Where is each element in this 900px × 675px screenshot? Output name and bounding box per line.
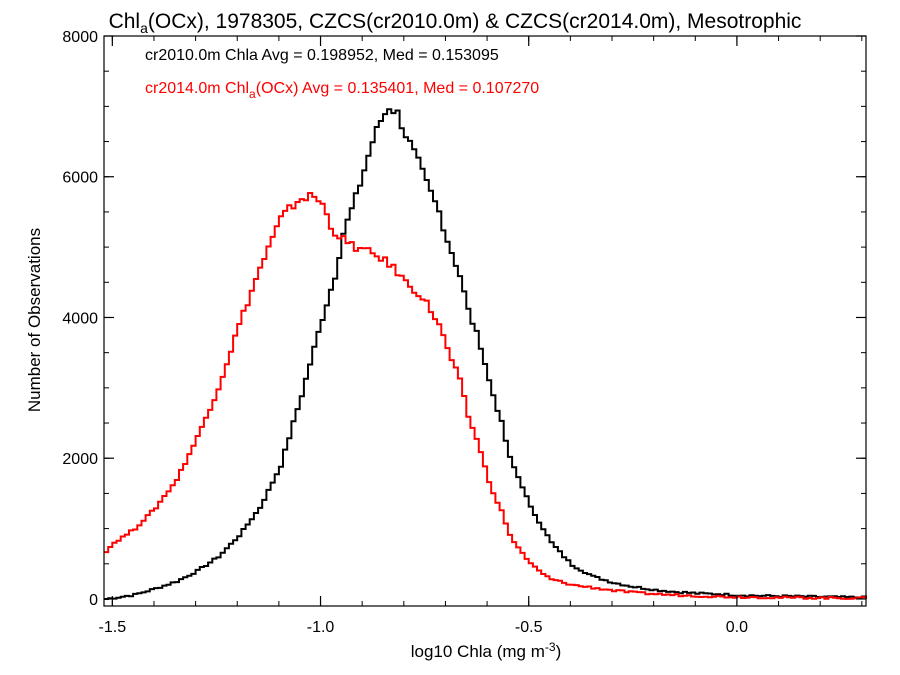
plot-frame [103, 35, 867, 607]
y-tick-label-4: 8000 [62, 29, 98, 46]
legend-red-prefix: cr2014.0m Chl [145, 80, 249, 97]
series-line-0 [104, 108, 867, 600]
y-tick-label-0: 0 [89, 592, 98, 609]
x-tick-label-0: -1.5 [99, 619, 127, 636]
x-axis-title: log10 Chla (mg m-3) [411, 640, 562, 661]
x-axis-title-tail: ) [556, 642, 562, 661]
y-tick-label-1: 2000 [62, 451, 98, 468]
axis-layer: -1.5 -1.0 -0.5 0.0 0 2000 4000 6000 8000 [62, 29, 866, 636]
x-axis-title-text: log10 Chla (mg m [411, 642, 545, 661]
chart-title-suffix: (OCx), 1978305, CZCS(cr2010.0m) & CZCS(c… [148, 10, 802, 33]
x-axis-title-sup: -3 [545, 640, 556, 654]
legend-entry-red: cr2014.0m Chla(OCx) Avg = 0.135401, Med … [145, 80, 539, 101]
x-tick-label-2: -0.5 [515, 619, 543, 636]
chart-title-subscript: a [140, 20, 148, 36]
x-tick-label-1: -1.0 [307, 619, 335, 636]
series-line-1 [104, 192, 867, 600]
chart-title-prefix: Chl [109, 10, 141, 33]
x-tick-label-3: 0.0 [726, 619, 748, 636]
legend-red-suffix: (OCx) Avg = 0.135401, Med = 0.107270 [256, 80, 540, 97]
y-tick-label-2: 4000 [62, 310, 98, 327]
y-tick-label-3: 6000 [62, 170, 98, 187]
legend-entry-black: cr2010.0m Chla Avg = 0.198952, Med = 0.1… [145, 47, 499, 64]
series-layer [104, 108, 867, 600]
y-axis-title: Number of Observations [25, 228, 44, 412]
legend-red-subscript: a [249, 87, 256, 101]
chart-title: Chla(OCx), 1978305, CZCS(cr2010.0m) & CZ… [109, 10, 802, 36]
